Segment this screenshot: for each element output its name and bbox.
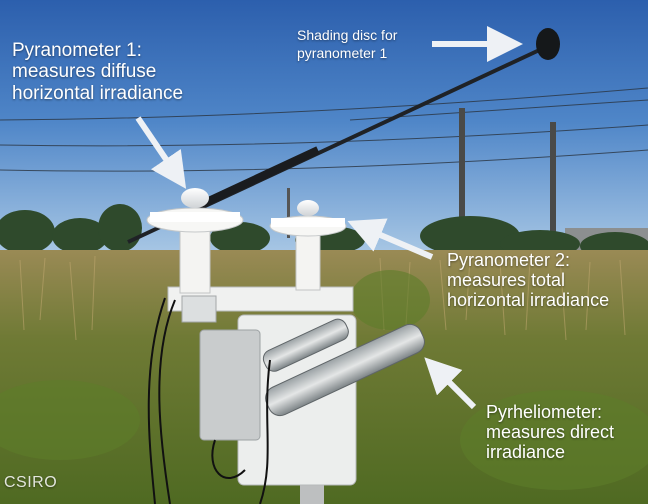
junction-box	[199, 329, 261, 441]
utility-pole-1	[459, 108, 465, 248]
shading-arm-sleeve	[198, 146, 320, 209]
shading-disc-label: Shading disc for pyranometer 1	[297, 27, 398, 61]
pyranometer-1-rim	[150, 212, 240, 222]
bracket	[181, 295, 217, 323]
arrow-pyranometer-1	[135, 116, 187, 189]
pyranometer-1-stand	[179, 224, 211, 294]
pyranometer-2-dome	[297, 200, 319, 216]
pyranometer-1-dome	[181, 188, 209, 208]
green-bushes	[0, 270, 648, 490]
tracker-sensor-tube	[262, 318, 349, 372]
pyranometer-2-stand	[295, 233, 321, 291]
credit-watermark: CSIRO	[4, 474, 58, 491]
utility-pole-2	[550, 122, 556, 247]
pyrheliometer-assembly	[262, 318, 425, 417]
pyrheliometer-label: Pyrheliometer: measures direct irradianc…	[486, 402, 615, 463]
cables	[147, 297, 271, 504]
pyranometer-1-label: Pyranometer 1: measures diffuse horizont…	[12, 40, 184, 104]
pyranometer-2-label: Pyranometer 2: measures total horizontal…	[447, 250, 610, 311]
annotation-arrows	[135, 26, 523, 410]
tree-line	[0, 204, 648, 260]
arrow-pyranometer-2	[347, 218, 434, 260]
pyranometer-2-rim	[271, 218, 345, 227]
arrow-pyrheliometer	[424, 357, 477, 410]
shading-disc	[536, 28, 560, 60]
utility-pole-3	[287, 188, 290, 238]
